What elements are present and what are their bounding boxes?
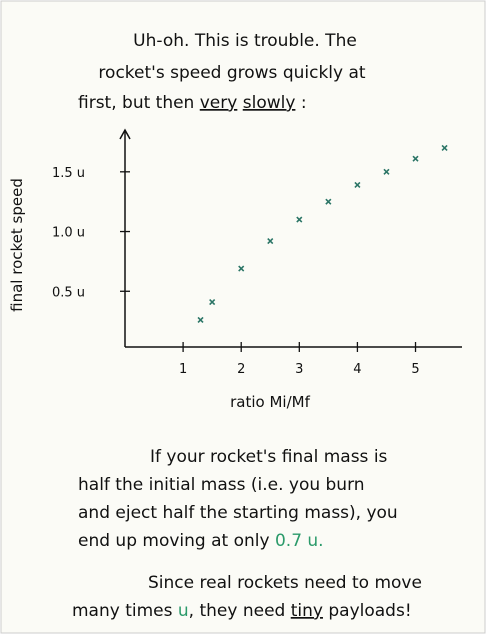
note-highlight: u xyxy=(178,601,189,621)
x-axis-label: ratio Mi/Mf xyxy=(230,393,310,411)
data-point xyxy=(296,216,303,223)
y-tick-label: 1.0 u xyxy=(52,226,85,241)
data-point xyxy=(197,316,204,324)
intro-line: first, but then very slowly : xyxy=(78,93,307,113)
note-text: , they need xyxy=(189,601,286,621)
intro-text: : xyxy=(301,93,307,113)
y-tick-label: 1.5 u xyxy=(52,166,85,181)
data-point xyxy=(238,265,245,272)
x-tick-label: 1 xyxy=(179,362,187,377)
note-highlight: 0.7 u. xyxy=(275,531,324,551)
data-point xyxy=(383,168,390,175)
x-tick-label: 2 xyxy=(237,362,245,377)
intro-line: Uh-oh. This is trouble. The xyxy=(133,31,357,51)
data-point xyxy=(412,155,419,162)
intro-line: rocket's speed grows quickly at xyxy=(98,63,365,83)
note-text: many times xyxy=(72,601,173,621)
data-point xyxy=(209,298,216,306)
note-line: many times u, they need tiny payloads! xyxy=(72,601,412,621)
intro-emph: very xyxy=(200,93,238,113)
note-line: Since real rockets need to move xyxy=(148,573,422,593)
data-point xyxy=(354,181,361,189)
y-axis-label: final rocket speed xyxy=(8,178,26,312)
intro-text: first, but then xyxy=(78,93,194,113)
note-text: payloads! xyxy=(328,601,411,621)
note-emph: tiny xyxy=(291,601,323,621)
y-axis-arrow xyxy=(119,128,131,140)
note-line: and eject half the starting mass), you xyxy=(78,503,398,523)
note-text: end up moving at only xyxy=(78,531,270,551)
y-tick-label: 0.5 u xyxy=(52,285,85,300)
data-point xyxy=(325,198,332,205)
x-tick-label: 4 xyxy=(353,362,361,377)
data-point xyxy=(441,144,448,151)
note-line: If your rocket's final mass is xyxy=(150,447,388,467)
intro-emph: slowly xyxy=(243,93,296,113)
x-tick-label: 3 xyxy=(295,362,303,377)
note-line: end up moving at only 0.7 u. xyxy=(78,531,324,551)
data-point xyxy=(267,238,274,245)
x-tick-label: 5 xyxy=(411,362,419,377)
note-line: half the initial mass (i.e. you burn xyxy=(78,475,365,495)
